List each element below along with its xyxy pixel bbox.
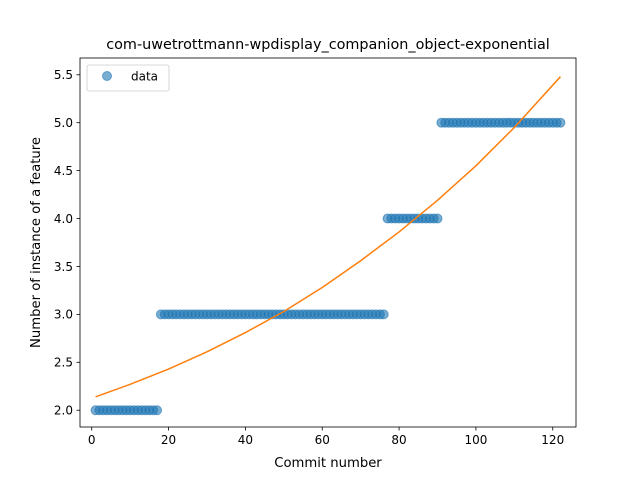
fit-line (95, 76, 561, 398)
y-tick-label: 4.5 (54, 164, 73, 178)
y-axis-label: Number of instance of a feature (29, 137, 44, 348)
y-tick-label: 4.0 (54, 212, 73, 226)
y-tick-label: 3.0 (54, 308, 73, 322)
y-tick-label: 5.0 (54, 116, 73, 130)
x-axis-label: Commit number (274, 456, 382, 471)
y-tick-label: 5.5 (54, 68, 73, 82)
data-point (432, 213, 443, 224)
x-tick-label: 60 (315, 433, 330, 447)
data-layer (90, 76, 566, 416)
legend-marker-data (102, 71, 112, 81)
y-tick-label: 2.0 (54, 404, 73, 418)
y-tick-label: 2.5 (54, 356, 73, 370)
chart-title: com-uwetrottmann-wpdisplay_companion_obj… (106, 37, 550, 53)
plot-area (80, 58, 576, 427)
x-tick-label: 120 (541, 433, 564, 447)
plot-frame (79, 57, 577, 428)
x-tick-label: 20 (161, 433, 176, 447)
data-point (378, 309, 389, 320)
axes-layer: 0 20 40 60 80 100 120 2.0 2.5 3.0 3.5 4.0 4.5 5.0 5.5 (54, 68, 564, 447)
x-tick-label: 40 (238, 433, 253, 447)
legend: data (86, 64, 170, 92)
x-tick-label: 0 (88, 433, 96, 447)
legend-label-data: data (131, 70, 158, 84)
x-tick-label: 80 (391, 433, 406, 447)
data-point (152, 405, 163, 416)
y-tick-label: 3.5 (54, 260, 73, 274)
x-tick-label: 100 (464, 433, 487, 447)
data-point (555, 117, 566, 128)
